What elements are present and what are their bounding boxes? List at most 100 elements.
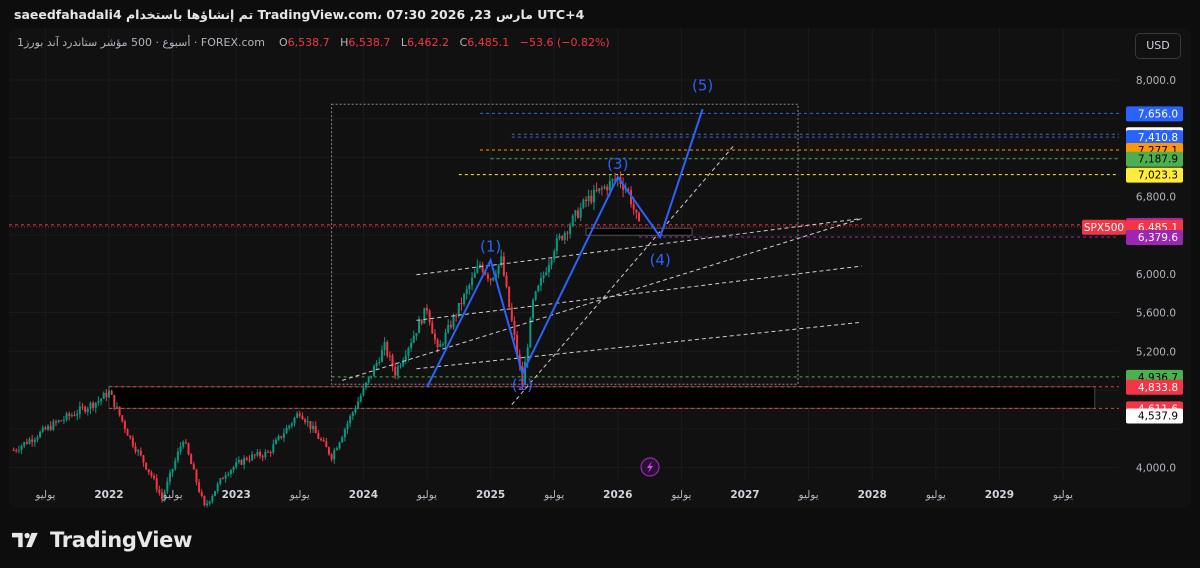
chart-header: saeedfahadali4 تم إنشاؤها باستخدام Tradi… — [0, 0, 1200, 28]
candle-body — [587, 195, 590, 202]
candle-body — [600, 188, 603, 190]
candle-body — [44, 427, 47, 430]
open-label: O — [278, 36, 288, 49]
chart-y-axis: 8,000.0 6,800.0 6,000.0 5,600.0 5,200.0 4,000… — [1136, 75, 1176, 475]
chart-x-axis: يوليو 2022 يوليو 2023 يوليو 2024 يوليو 2025 يولي… — [34, 489, 1073, 501]
candle-body — [471, 277, 474, 286]
candle-body — [582, 199, 585, 208]
support-zone-box[interactable] — [108, 386, 1096, 409]
candle-body — [25, 442, 28, 444]
candle-body — [359, 395, 362, 402]
elliott-wave-line[interactable] — [426, 108, 704, 388]
wave-label[interactable]: (1) — [480, 238, 501, 256]
candle-body — [341, 437, 344, 443]
candle-body — [532, 299, 534, 319]
currency-button[interactable]: USD — [1135, 33, 1181, 59]
candle-body — [508, 286, 511, 307]
candle-body — [553, 251, 556, 260]
candle-body — [473, 272, 476, 278]
channel-line[interactable] — [416, 265, 862, 321]
symbol-info[interactable]: 1أسبوع · 500 مؤشر ستاندرد آند بورز · FOR… — [17, 36, 265, 49]
candle-body — [380, 349, 383, 362]
candle-body — [293, 417, 296, 424]
price-axis-label-bg — [1126, 151, 1183, 167]
candle-body — [147, 469, 150, 473]
candle-body — [555, 238, 558, 252]
candle-body — [166, 481, 169, 492]
chart-price-labels: 7,656.07,440.57,410.87,277.17,187.97,023… — [1082, 106, 1183, 424]
chart-markers: (1) (2) (3) (4) (5) — [480, 77, 713, 394]
target-zone-box[interactable] — [331, 103, 799, 385]
candle-body — [428, 310, 431, 323]
candle-body — [418, 320, 421, 334]
close-label: C — [459, 36, 468, 49]
candle-body — [184, 442, 187, 444]
candle-body — [569, 225, 572, 234]
channel-line[interactable] — [342, 218, 862, 381]
candle-body — [444, 332, 447, 345]
tradingview-logo[interactable]: TradingView — [12, 528, 192, 552]
candle-body — [529, 318, 532, 348]
candle-body — [595, 189, 598, 192]
wave-label[interactable]: (2) — [512, 376, 533, 394]
candle-body — [285, 427, 288, 434]
candle-body — [139, 450, 142, 456]
candle-body — [365, 382, 368, 388]
candle-body — [561, 235, 564, 240]
candle-body — [558, 235, 561, 239]
x-tick-label: 2025 — [476, 489, 505, 501]
candle-body — [12, 450, 15, 452]
candle-body — [76, 413, 79, 416]
candle-body — [33, 439, 36, 442]
wave-label[interactable]: (5) — [692, 77, 713, 95]
candle-body — [391, 355, 394, 367]
candle-body — [174, 460, 177, 470]
candle-body — [611, 179, 614, 181]
candle-body — [566, 232, 569, 234]
candle-body — [52, 421, 55, 430]
chart-attribution: saeedfahadali4 تم إنشاؤها باستخدام Tradi… — [14, 7, 585, 22]
candle-body — [301, 415, 304, 420]
candle-body — [267, 451, 269, 453]
price-chart[interactable]: (1) (2) (3) (4) (5) 8,000.0 6,800.0 6,000.0 5,6… — [9, 28, 1191, 508]
close-value: 6,485.1 — [467, 36, 510, 49]
candle-body — [309, 421, 312, 429]
candle-body — [579, 207, 582, 218]
candle-body — [115, 406, 118, 408]
channel-line[interactable] — [416, 218, 862, 276]
chart-grid — [9, 28, 1119, 480]
candle-body — [577, 210, 580, 218]
candle-body — [60, 420, 63, 422]
candle-body — [598, 188, 601, 192]
channel-line[interactable] — [416, 321, 862, 370]
y-tick-label: 6,000.0 — [1136, 269, 1176, 281]
candle-body — [343, 429, 346, 438]
candle-body — [243, 458, 246, 465]
candle-body — [256, 451, 259, 456]
candle-body — [290, 423, 293, 426]
candle-body — [402, 360, 405, 366]
x-tick-label: 2024 — [349, 489, 378, 501]
candle-body — [108, 390, 110, 398]
candle-body — [123, 421, 126, 430]
channel-line[interactable] — [511, 144, 735, 405]
candle-body — [203, 495, 206, 506]
candle-body — [357, 401, 360, 409]
wave-label[interactable]: (3) — [607, 155, 628, 173]
chart-candles — [12, 171, 640, 508]
candle-body — [608, 180, 611, 191]
candle-body — [97, 401, 100, 403]
candle-body — [571, 215, 574, 226]
wave-label[interactable]: (4) — [650, 251, 671, 269]
candle-body — [192, 464, 195, 470]
candle-body — [362, 387, 365, 396]
candle-body — [386, 341, 389, 356]
candle-body — [338, 442, 341, 449]
consolidation-box[interactable] — [585, 227, 693, 236]
candle-body — [227, 474, 230, 476]
candle-body — [492, 277, 495, 281]
candle-body — [354, 408, 357, 413]
candle-body — [86, 408, 89, 412]
chart-panel[interactable]: (1) (2) (3) (4) (5) 8,000.0 6,800.0 6,000.0 5,6… — [9, 28, 1191, 508]
candle-body — [280, 436, 283, 438]
